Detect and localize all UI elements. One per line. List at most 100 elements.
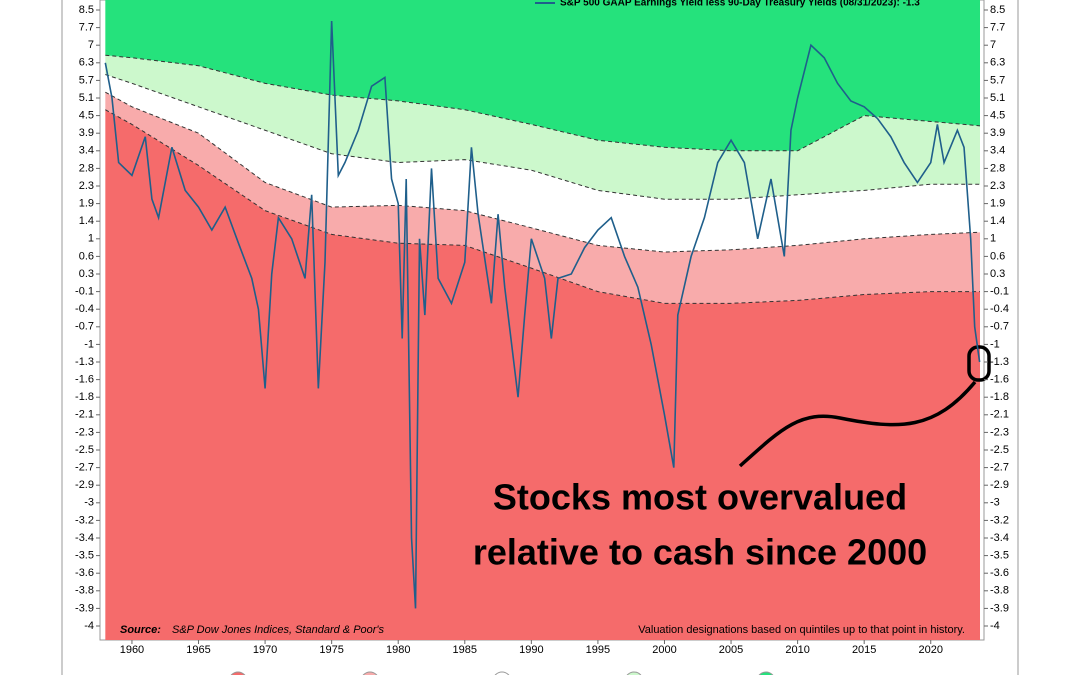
y-tick-label: 1 [88,233,94,245]
y-tick-label: -3 [84,497,94,509]
y-tick-label: 8.5 [79,4,94,16]
y-tick-label: 2.8 [990,162,1005,174]
y-tick-label: 1.4 [79,215,94,227]
legend-marker [758,671,774,675]
zone-boundary [105,109,981,304]
y-tick-label: 5.7 [990,74,1005,86]
y-tick-label: 7.7 [79,22,94,34]
y-tick-label: 3.9 [79,127,94,139]
x-tick-label: 2000 [652,644,676,656]
y-tick-label: -3 [990,497,1000,509]
zone [105,109,981,640]
y-tick-label: 5.7 [79,74,94,86]
y-tick-label: -3.4 [990,532,1009,544]
zone [105,92,981,304]
y-tick-label: -3.8 [75,585,94,597]
zone [105,0,981,151]
annotation-arrow [738,380,977,468]
y-tick-label: 3.9 [990,127,1005,139]
y-tick-label: 5.1 [79,92,94,104]
y-tick-label: -0.4 [75,303,94,315]
y-tick-label: 5.1 [990,92,1005,104]
y-tick-label: -0.4 [990,303,1009,315]
y-tick-label: -2.1 [990,409,1009,421]
y-tick-label: -1.3 [75,356,94,368]
y-tick-label: 2.8 [79,162,94,174]
y-tick-label: -3.5 [990,550,1009,562]
y-tick-label: 0.3 [79,268,94,280]
y-tick-label: -1.3 [990,356,1009,368]
y-tick-label: 6.3 [990,57,1005,69]
x-tick-label: 1965 [186,644,210,656]
y-tick-label: 0.6 [990,250,1005,262]
x-tick-label: 1975 [319,644,343,656]
y-tick-label: -3.5 [75,550,94,562]
y-tick-label: -2.9 [990,479,1009,491]
y-tick-label: -4 [990,620,1000,632]
y-tick-label: -2.1 [75,409,94,421]
y-tick-label: -1.8 [990,391,1009,403]
y-tick-label: 0.6 [79,250,94,262]
y-tick-label: -2.9 [75,479,94,491]
x-tick-label: 1985 [453,644,477,656]
y-tick-label: 2.3 [990,180,1005,192]
y-tick-label: 1.9 [990,198,1005,210]
y-tick-label: -3.2 [990,514,1009,526]
y-tick-label: -3.9 [75,602,94,614]
plot-area [99,0,985,641]
y-tick-label: 7.7 [990,22,1005,34]
y-tick-label: 1.4 [990,215,1005,227]
y-tick-label: -3.8 [990,585,1009,597]
legend-marker [626,671,642,675]
x-tick-label: 2005 [719,644,743,656]
zone [105,74,981,253]
zone-boundary [105,91,981,253]
x-tick-label: 2010 [785,644,809,656]
x-tick-label: 1960 [120,644,144,656]
source: S&P Dow Jones Indices, Standard & Poor's [172,624,385,636]
note: Valuation designations based on quintile… [638,624,965,636]
y-tick-label: 6.3 [79,57,94,69]
y-tick-label: -3.6 [75,567,94,579]
y-tick-label: -0.1 [990,286,1009,298]
y-tick-label: -1.8 [75,391,94,403]
data-line [104,20,981,609]
x-tick-label: 1970 [253,644,277,656]
y-tick-label: 0.3 [990,268,1005,280]
y-tick-label: 1 [990,233,996,245]
y-tick-label: 7 [990,39,996,51]
x-tick-label: 1990 [519,644,543,656]
y-tick-label: -1 [84,338,94,350]
annotation: relative to cash since 2000 [473,532,927,573]
annotation: Stocks most overvalued [493,477,907,518]
y-tick-label: 3.4 [990,145,1005,157]
zone-boundary [105,54,981,152]
x-tick-label: 1995 [586,644,610,656]
highlight-oval [967,345,991,382]
legend-marker [362,671,378,675]
x-tick-label: 1980 [386,644,410,656]
y-tick-label: -2.7 [75,462,94,474]
x-tick-label: 2020 [919,644,943,656]
y-tick-label: -2.5 [990,444,1009,456]
legend-marker [230,671,246,675]
y-tick-label: -2.3 [990,426,1009,438]
source-label: Source: [120,624,161,636]
zone-boundary [105,74,981,200]
x-tick-label: 2015 [852,644,876,656]
y-tick-label: -2.7 [990,462,1009,474]
y-tick-label: -2.5 [75,444,94,456]
y-tick-label: -3.6 [990,567,1009,579]
y-tick-label: 7 [88,39,94,51]
y-tick-label: -0.1 [75,286,94,298]
y-tick-label: -1.6 [990,374,1009,386]
y-tick-label: 2.3 [79,180,94,192]
y-tick-label: 3.4 [79,145,94,157]
y-tick-label: -4 [84,620,94,632]
y-tick-label: -1 [990,338,1000,350]
y-tick-label: -3.2 [75,514,94,526]
y-tick-label: -0.7 [990,321,1009,333]
y-tick-label: 8.5 [990,4,1005,16]
